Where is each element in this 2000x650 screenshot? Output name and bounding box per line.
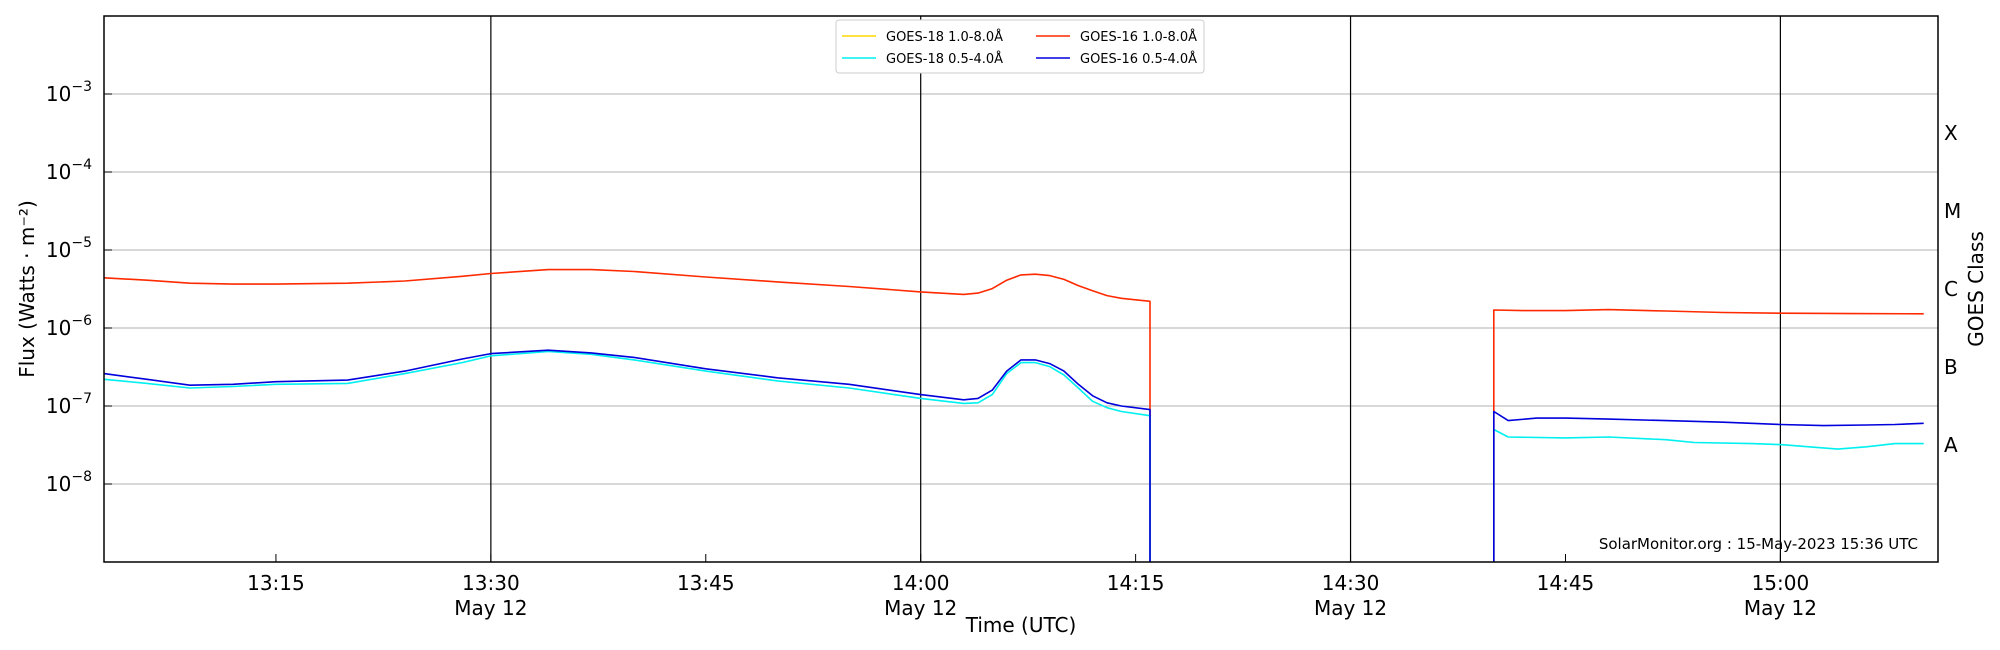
legend-label: GOES-16 1.0-8.0Å (1080, 29, 1197, 45)
legend: GOES-18 1.0-8.0Å GOES-16 1.0-8.0Å GOES-18 … (835, 19, 1205, 74)
y-tick-label: 10−4 (46, 157, 92, 184)
x-tick-label: 14:15 (1107, 571, 1165, 595)
x-tick-label: 13:15 (247, 571, 305, 595)
x-tick-label: 13:30 (462, 571, 520, 595)
series-layer (103, 268, 1924, 562)
y-tick-label: 10−8 (46, 469, 92, 496)
goes-class-label: X (1944, 121, 1958, 145)
grid-layer (104, 93, 1938, 485)
goes-class-label: B (1944, 355, 1958, 379)
series-line (1493, 428, 1924, 562)
y-tick-label: 10−6 (46, 313, 92, 340)
series-line (1493, 308, 1924, 562)
legend-label: GOES-16 0.5-4.0Å (1080, 51, 1197, 67)
credit-label: SolarMonitor.org : 15-May-2023 15:36 UTC (1599, 535, 1918, 553)
series-line (103, 268, 1151, 562)
legend-box (835, 19, 1205, 74)
legend-label: GOES-18 1.0-8.0Å (886, 29, 1003, 45)
y-axis-title: Flux (Watts · m⁻²) (15, 200, 39, 378)
y-right-axis-title: GOES Class (1964, 231, 1988, 347)
series-line (103, 350, 1151, 562)
plot-frame (103, 15, 1939, 563)
x-tick-label: 14:00 (892, 571, 950, 595)
goes-class-layer: A B C M X (1944, 121, 1961, 457)
x-axis-title: Time (UTC) (965, 613, 1077, 637)
x-tick-label: 14:30 (1322, 571, 1380, 595)
vertical-marker-layer (490, 16, 1781, 562)
goes-class-label: M (1944, 199, 1961, 223)
x-tick-date-label: May 12 (1314, 596, 1387, 620)
y-tick-label: 10−5 (46, 235, 92, 262)
x-tick-label: 14:45 (1537, 571, 1595, 595)
x-tick-date-label: May 12 (454, 596, 527, 620)
x-tick-date-label: May 12 (1744, 596, 1817, 620)
y-tick-label: 10−7 (46, 391, 92, 418)
goes-class-label: A (1944, 433, 1958, 457)
series-line (1493, 410, 1924, 562)
goes-class-label: C (1944, 277, 1958, 301)
x-tick-date-label: May 12 (884, 596, 957, 620)
x-tick-label: 13:45 (677, 571, 735, 595)
y-tick-label: 10−3 (46, 79, 92, 106)
series-line (103, 349, 1151, 562)
legend-label: GOES-18 0.5-4.0Å (886, 51, 1003, 67)
x-tick-label: 15:00 (1752, 571, 1810, 595)
